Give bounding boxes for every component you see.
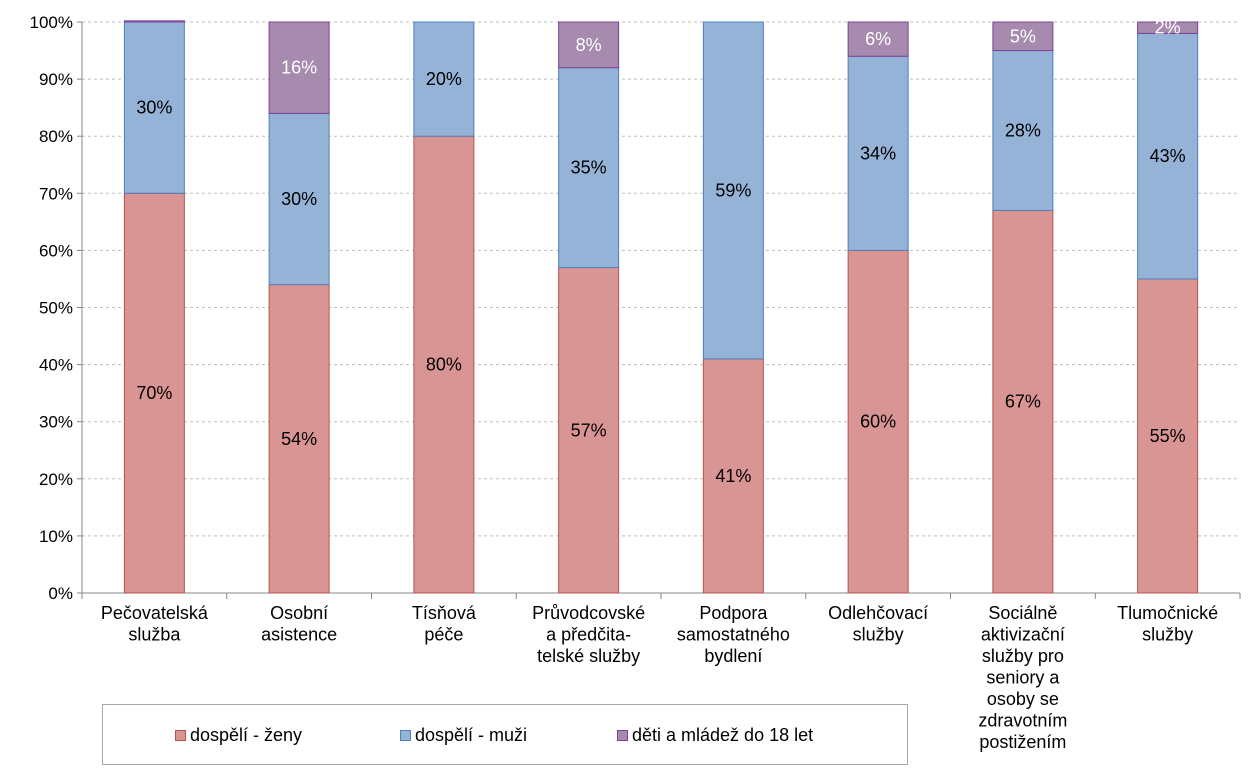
data-label: 6% xyxy=(865,29,891,49)
x-category-label: bydlení xyxy=(704,646,762,666)
legend-item-men: dospělí - muži xyxy=(400,725,527,746)
legend-item-children: děti a mládež do 18 let xyxy=(617,725,813,746)
data-label: 60% xyxy=(860,412,896,432)
y-tick-label: 0% xyxy=(48,584,73,603)
legend-label-men: dospělí - muži xyxy=(415,725,528,745)
data-label: 20% xyxy=(426,69,462,89)
y-tick-label: 100% xyxy=(30,13,73,32)
bar-segment xyxy=(702,358,764,594)
bar-segment xyxy=(558,267,620,594)
x-category-label: osoby se xyxy=(987,689,1059,709)
data-label: 34% xyxy=(860,143,896,163)
y-tick-label: 90% xyxy=(39,70,73,89)
legend-label-women: dospělí - ženy xyxy=(190,725,303,745)
x-category-label: asistence xyxy=(261,625,337,645)
x-category-label: Odlehčovací xyxy=(828,603,928,623)
x-category-label: služby xyxy=(853,625,904,645)
x-category-label: samostatného xyxy=(677,625,790,645)
bar-segment xyxy=(413,135,475,594)
bar-segment xyxy=(847,21,909,57)
x-category-label: zdravotním xyxy=(978,711,1067,731)
x-category-label: služby xyxy=(1142,625,1193,645)
bar-segment xyxy=(847,55,909,251)
legend: dospělí - ženy dospělí - muži děti a mlá… xyxy=(102,704,908,765)
y-tick-label: 30% xyxy=(39,413,73,432)
x-category-label: Tísňová xyxy=(412,603,477,623)
bar-segment xyxy=(123,20,185,23)
y-tick-label: 60% xyxy=(39,241,73,260)
bar-segment xyxy=(558,21,620,69)
bar-segment xyxy=(268,112,330,286)
data-label: 30% xyxy=(281,189,317,209)
x-category-label: Průvodcovské xyxy=(532,603,645,623)
x-category-label: a předčita- xyxy=(546,625,631,645)
x-category-label: telské služby xyxy=(537,646,640,666)
bar-segment xyxy=(847,249,909,594)
x-category-label: služba xyxy=(128,625,181,645)
x-category-label: Tlumočnické xyxy=(1117,603,1218,623)
data-label: 59% xyxy=(715,180,751,200)
y-tick-label: 10% xyxy=(39,527,73,546)
data-label: 67% xyxy=(1005,392,1041,412)
bar-segment xyxy=(992,50,1054,211)
bar-segment xyxy=(268,21,330,114)
data-label: 2% xyxy=(1155,18,1181,38)
data-label: 54% xyxy=(281,429,317,449)
legend-item-women: dospělí - ženy xyxy=(175,725,302,746)
x-category-label: seniory a xyxy=(986,668,1060,688)
x-category-label: Sociálně xyxy=(988,603,1057,623)
y-tick-label: 80% xyxy=(39,127,73,146)
y-tick-label: 50% xyxy=(39,299,73,318)
legend-swatch-women xyxy=(175,730,186,741)
data-label: 28% xyxy=(1005,120,1041,140)
bar-segment xyxy=(1137,278,1199,594)
data-label: 30% xyxy=(136,98,172,118)
data-label: 41% xyxy=(715,466,751,486)
x-category-label: péče xyxy=(424,625,463,645)
bar-segment xyxy=(268,284,330,594)
bar-segment xyxy=(558,67,620,269)
x-category-label: aktivizační xyxy=(981,625,1065,645)
y-tick-label: 40% xyxy=(39,356,73,375)
bar-segment xyxy=(413,21,475,137)
data-label: 70% xyxy=(136,383,172,403)
bar-segment xyxy=(702,21,764,360)
bar-segment xyxy=(1137,32,1199,280)
x-category-label: služby pro xyxy=(982,646,1064,666)
data-label: 80% xyxy=(426,355,462,375)
legend-swatch-men xyxy=(400,730,411,741)
bar-segment xyxy=(992,21,1054,52)
data-label: 35% xyxy=(571,158,607,178)
bar-segment xyxy=(123,192,185,594)
legend-label-children: děti a mládež do 18 let xyxy=(632,725,814,745)
bar-segment xyxy=(1137,21,1199,34)
x-category-label: Osobní xyxy=(270,603,328,623)
data-label: 8% xyxy=(576,35,602,55)
x-category-label: Pečovatelská xyxy=(101,603,209,623)
bar-segment xyxy=(123,21,185,194)
x-category-label: postižením xyxy=(979,732,1066,752)
bar-segment xyxy=(992,209,1054,594)
data-label: 43% xyxy=(1150,146,1186,166)
data-label: 55% xyxy=(1150,426,1186,446)
data-label: 57% xyxy=(571,420,607,440)
data-label: 16% xyxy=(281,58,317,78)
y-tick-label: 20% xyxy=(39,470,73,489)
legend-swatch-children xyxy=(617,730,628,741)
x-category-label: Podpora xyxy=(699,603,768,623)
y-tick-label: 70% xyxy=(39,184,73,203)
data-label: 5% xyxy=(1010,26,1036,46)
